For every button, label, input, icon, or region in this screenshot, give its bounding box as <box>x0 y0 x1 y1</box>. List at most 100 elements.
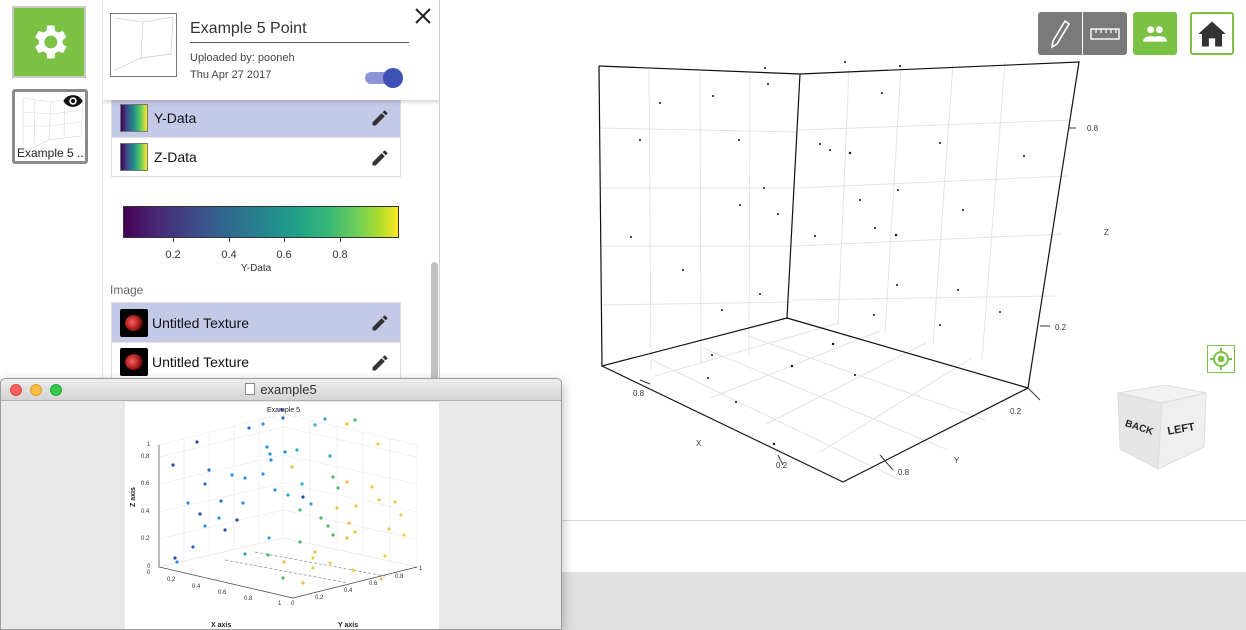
window-titlebar[interactable]: example5 <box>1 379 561 401</box>
document-icon <box>245 383 256 395</box>
layer-label: Z-Data <box>154 149 197 165</box>
y-tick: 0.2 <box>315 595 324 601</box>
window-title-text: example5 <box>260 382 317 397</box>
locate-icon[interactable] <box>1207 345 1235 373</box>
colorbar-tick-mark <box>340 238 341 242</box>
figure-points <box>171 408 406 585</box>
axis-label-z: Z <box>1104 228 1109 237</box>
pencil-icon[interactable] <box>370 353 390 373</box>
y-tick: 0.6 <box>369 581 378 587</box>
colorbar-label: Y-Data <box>241 263 272 274</box>
toggle-knob <box>383 68 403 88</box>
figure-title: Example 5 <box>267 407 300 414</box>
texture-thumbnail <box>120 308 148 337</box>
uploader-text: Uploaded by: pooneh <box>190 52 295 64</box>
z-tick: 0.6 <box>141 481 150 487</box>
axis-label-x: X <box>696 439 702 448</box>
x-tick: 0 <box>147 570 151 576</box>
z-tick: 0.2 <box>141 536 150 542</box>
window-title: example5 <box>1 382 561 397</box>
window-zoom-button[interactable] <box>50 384 62 396</box>
collaborators-button[interactable] <box>1133 12 1177 55</box>
axes-box <box>598 61 1080 483</box>
measure-button[interactable] <box>1083 12 1127 55</box>
x-tick: 0.6 <box>218 590 227 596</box>
colorbar-tick: 0.6 <box>276 249 292 261</box>
image-item[interactable]: Untitled Texture <box>112 303 400 342</box>
image-label: Untitled Texture <box>152 354 250 370</box>
settings-button[interactable] <box>12 6 86 78</box>
layer-item-z-data[interactable]: Z-Data <box>112 137 400 176</box>
pencil-icon[interactable] <box>370 148 390 168</box>
home-icon <box>1198 21 1226 46</box>
pencil-icon[interactable] <box>370 108 390 128</box>
z-tick: 0 <box>147 564 151 570</box>
figure-window: example5 Example 5 Z axis X axis Y axis … <box>0 378 562 630</box>
y-axis-label: Y axis <box>338 622 358 629</box>
x-tick-far: 0.2 <box>776 461 788 470</box>
z-axis-label: Z axis <box>130 487 137 507</box>
panel-header: Example 5 Point Uploaded by: pooneh Thu … <box>103 0 439 100</box>
colorbar-tick-mark <box>284 238 285 242</box>
image-item[interactable]: Untitled Texture <box>112 342 400 380</box>
layer-label: Y-Data <box>154 109 197 126</box>
image-list: Untitled Texture Untitled Texture <box>111 302 401 380</box>
image-section-label: Image <box>110 283 144 297</box>
layer-item-y-data[interactable]: Y-Data <box>112 98 400 137</box>
close-icon[interactable] <box>413 6 433 26</box>
viewport-divider <box>440 520 1246 521</box>
x-tick: 0.2 <box>167 577 176 583</box>
z-tick: 1 <box>147 442 151 448</box>
data-points <box>630 61 1025 446</box>
y-tick: 0.4 <box>344 588 353 594</box>
z-tick: 0.4 <box>141 509 150 515</box>
annotate-button[interactable] <box>1038 12 1082 55</box>
x-tick-near: 0.8 <box>633 389 645 398</box>
3d-scatter-view[interactable]: X Y Z 0.8 0.2 0.8 0.2 0.2 0.8 <box>440 0 1246 520</box>
visibility-toggle[interactable] <box>365 68 403 88</box>
pen-icon <box>1050 19 1071 49</box>
dataset-title[interactable]: Example 5 Point <box>190 20 409 43</box>
y-tick-near: 0.8 <box>898 468 910 477</box>
y-tick: 0 <box>291 601 295 607</box>
data-layer-list: Y-Data Z-Data <box>111 97 401 177</box>
y-tick: 0.8 <box>395 574 404 580</box>
z-tick-high: 0.8 <box>1087 124 1099 133</box>
window-close-button[interactable] <box>10 384 22 396</box>
axis-tick-marks <box>639 127 1076 471</box>
gear-icon <box>35 25 67 59</box>
x-tick: 0.8 <box>244 596 253 602</box>
texture-thumbnail <box>120 348 148 376</box>
colormap-swatch <box>120 143 148 171</box>
view-cube[interactable]: BACK LEFT <box>1112 385 1212 475</box>
eye-icon[interactable] <box>63 94 83 108</box>
upload-date: Thu Apr 27 2017 <box>190 69 272 81</box>
users-icon <box>1143 25 1167 42</box>
y-tick: 1 <box>419 566 423 572</box>
colormap-swatch <box>120 103 148 132</box>
z-tick-low: 0.2 <box>1055 323 1067 332</box>
colorbar-tick-mark <box>229 238 230 242</box>
y-tick-far: 0.2 <box>1010 407 1022 416</box>
preview-grid <box>114 16 174 71</box>
grid-lines <box>598 61 1075 481</box>
z-tick: 0.8 <box>141 454 150 460</box>
matlab-figure: Example 5 Z axis X axis Y axis 0 0.2 0.4 <box>125 402 439 629</box>
x-axis-label: X axis <box>211 622 231 629</box>
thumbnail-label: Example 5 ... <box>17 146 88 160</box>
dataset-thumbnail[interactable]: Example 5 ... <box>12 89 88 164</box>
bottom-bar <box>440 572 1246 630</box>
colorbar-tick: 0.4 <box>221 249 237 261</box>
panel-scrollbar[interactable] <box>431 262 438 380</box>
colorbar-tick-mark <box>173 238 174 242</box>
colorbar-tick: 0.8 <box>332 249 348 261</box>
pencil-icon[interactable] <box>370 313 390 333</box>
image-label: Untitled Texture <box>152 314 250 331</box>
figure-axes <box>158 445 418 599</box>
cube-face-left: LEFT <box>1167 421 1196 438</box>
ruler-icon <box>1090 27 1120 40</box>
window-minimize-button[interactable] <box>30 384 42 396</box>
colorbar <box>123 206 399 238</box>
home-button[interactable] <box>1190 12 1234 55</box>
axis-label-y: Y <box>954 456 960 465</box>
